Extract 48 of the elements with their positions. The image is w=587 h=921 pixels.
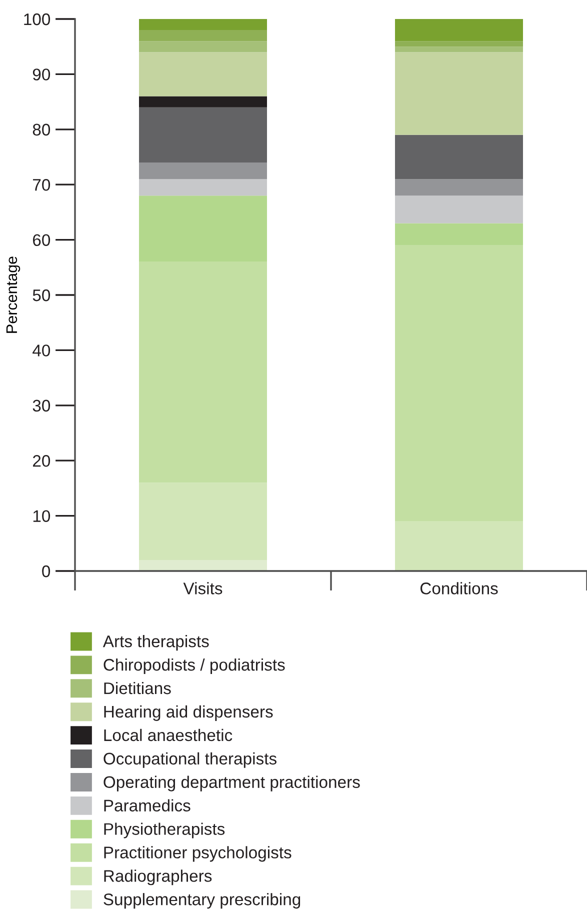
bar — [139, 41, 267, 52]
y-tick-label: 60 — [33, 234, 50, 246]
legend-label: Hearing aid dispensers — [104, 705, 273, 721]
bar — [395, 223, 523, 246]
legend-label: Physiotherapists — [104, 822, 225, 838]
bar — [139, 179, 267, 196]
y-tick-label: 0 — [42, 565, 50, 578]
y-tick-label: 40 — [32, 344, 50, 356]
bar — [395, 196, 523, 224]
legend-label: Local anaesthetic — [104, 728, 232, 742]
bar — [395, 134, 523, 180]
bar — [139, 96, 267, 108]
bar — [139, 107, 267, 163]
bar — [139, 52, 267, 96]
y-tick-label: 80 — [32, 124, 50, 136]
bar — [395, 245, 523, 522]
legend-label: Chiropodists / podiatrists — [104, 658, 285, 674]
bar — [139, 482, 267, 560]
y-tick-label: 10 — [33, 510, 50, 522]
legend-label: Occupational therapists — [104, 752, 276, 768]
bar — [139, 262, 267, 483]
bar — [395, 19, 523, 42]
x-tick-label: Visits — [183, 582, 222, 594]
x-tick-label: Conditions — [420, 582, 498, 594]
bar — [139, 560, 267, 571]
legend-label: Dietitians — [104, 682, 171, 694]
bar — [139, 162, 267, 180]
bar — [139, 30, 267, 42]
legend-label: Arts therapists — [102, 635, 209, 651]
y-tick-label: 100 — [24, 13, 50, 26]
y-tick-label: 30 — [32, 400, 50, 412]
legend-label: Operating department practitioners — [104, 776, 360, 792]
y-tick-label: 90 — [32, 68, 50, 80]
y-tick-label: 70 — [33, 179, 50, 191]
bar — [395, 521, 523, 571]
bar — [395, 41, 523, 47]
legend-label: Practitioner psychologists — [104, 846, 292, 862]
y-tick-label: 50 — [32, 289, 50, 302]
legend-label: Supplementary prescribing — [104, 893, 300, 909]
y-axis-title: Percentage — [6, 256, 20, 333]
legend-label: Radiographers — [104, 870, 212, 886]
legend-label: Paramedics — [104, 799, 190, 812]
bar — [139, 196, 267, 262]
bar — [395, 179, 523, 196]
y-tick-label: 20 — [32, 455, 50, 467]
bar — [395, 46, 523, 52]
bar — [139, 19, 267, 30]
bar — [395, 52, 523, 135]
